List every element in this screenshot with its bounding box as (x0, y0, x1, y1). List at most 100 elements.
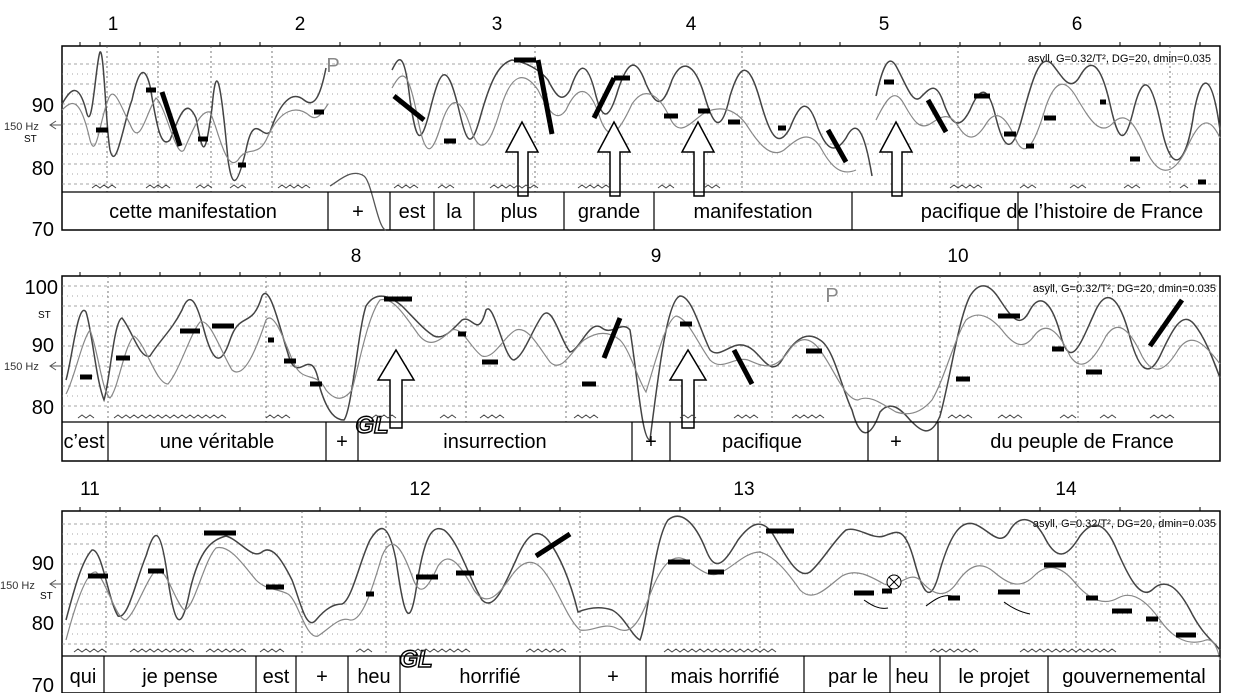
panel-1: 1 2 3 4 5 6 90 80 70 150 Hz ST asyll, G=… (4, 14, 1221, 241)
p3-st-label: ST (40, 591, 53, 602)
p1-num-5: 5 (879, 14, 890, 35)
p3-word-10: heu (895, 666, 928, 688)
p1-word-4: la (446, 201, 462, 223)
p3-num-13: 13 (733, 479, 754, 500)
p2-num-8: 8 (351, 246, 362, 267)
p3-ytick-70: 70 (32, 675, 54, 693)
p3-word-9: par le (828, 666, 878, 688)
p3-num-12: 12 (409, 479, 430, 500)
p3-word-2: je pense (141, 666, 218, 688)
p1-nuclei (91, 184, 1189, 189)
p2-ytick-90: 90 (32, 335, 54, 357)
p1-f0-curve-7 (875, 83, 1221, 171)
p1-word-7: manifestation (694, 201, 813, 223)
p1-ytick-90: 90 (32, 95, 54, 117)
p3-ytick-90: 90 (32, 553, 54, 575)
p3-f0-curve-1 (65, 515, 1221, 651)
p2-word-7: + (890, 431, 902, 453)
panel-1-ticks (79, 42, 1201, 46)
p2-num-9: 9 (651, 246, 662, 267)
p2-prominence-arrows (376, 348, 708, 429)
p2-info: asyll, G=0.32/T², DG=20, dmin=0.035 (1033, 283, 1216, 295)
p1-word-1: cette manifestation (109, 201, 277, 223)
p3-word-3: est (263, 666, 290, 688)
p3-word-7: + (607, 666, 619, 688)
p1-hz-label: 150 Hz (4, 121, 39, 133)
p1-prominence-arrows (504, 120, 914, 197)
p2-glottal-marker: GL (355, 412, 388, 439)
p1-f0-curve-1 (61, 51, 327, 182)
p2-tier-boundaries (107, 422, 939, 461)
panel-2-ticks (79, 272, 1201, 276)
p3-num-14: 14 (1055, 479, 1077, 500)
p3-extra-marks (863, 574, 1031, 615)
panel-3: 11 12 13 14 90 80 70 150 Hz ST asyll, G=… (0, 479, 1221, 693)
p2-stylized-pitch (80, 296, 1185, 387)
p2-hz-label: 150 Hz (4, 361, 39, 373)
p1-num-3: 3 (492, 14, 503, 35)
panel-3-frame (61, 510, 1221, 693)
p1-ytick-70: 70 (32, 219, 54, 241)
panel-1-vgrid (106, 46, 1171, 192)
p2-f0-curve-1 (65, 285, 1221, 441)
panel-2-frame (61, 275, 1221, 462)
p2-word-8: du peuple de France (990, 431, 1173, 453)
p2-num-10: 10 (947, 246, 968, 267)
p1-word-8: pacifique de l’histoire de France (921, 201, 1203, 223)
p3-word-1: qui (70, 666, 97, 688)
p1-ytick-80: 80 (32, 158, 54, 180)
p2-word-6: pacifique (722, 431, 802, 453)
p1-num-6: 6 (1072, 14, 1083, 35)
p1-num-4: 4 (686, 14, 697, 35)
panel-1-grid (62, 63, 1220, 185)
p2-word-4: insurrection (443, 431, 546, 453)
p1-f0-curve-6 (875, 60, 1221, 161)
p2-word-1: c’est (63, 431, 105, 453)
p1-hz-arrow (49, 120, 62, 130)
p2-word-2: une véritable (160, 431, 275, 453)
p2-ytick-100: 100 (25, 277, 58, 299)
panel-3-ticks (79, 507, 1201, 511)
p1-stylized-pitch (96, 57, 1206, 185)
panel-2: 8 9 10 100 90 80 ST 150 Hz asyll, G=0.32… (4, 246, 1221, 462)
p1-num-1: 1 (108, 14, 119, 35)
p1-f0-curve-5 (391, 75, 857, 173)
p3-hz-arrow (49, 579, 62, 589)
p3-stylized-pitch (88, 528, 1196, 638)
p2-st-label: ST (38, 310, 51, 321)
p1-st-label: ST (24, 134, 37, 145)
p3-word-8: mais horrifié (671, 666, 780, 688)
p3-f0-curve-2 (65, 543, 1221, 661)
p3-word-6: horrifié (459, 666, 520, 688)
p3-info: asyll, G=0.32/T², DG=20, dmin=0.035 (1033, 518, 1216, 530)
p1-word-3: est (399, 201, 426, 223)
p1-tier-boundaries (327, 192, 1019, 230)
p2-hz-arrow (49, 361, 62, 371)
panel-2-vgrid (107, 276, 1079, 422)
p1-f0-curve-4 (391, 59, 873, 177)
panel-3-grid (62, 523, 1220, 645)
p1-f0-curve-3 (329, 172, 387, 231)
p3-word-5: heu (357, 666, 390, 688)
p1-word-5: plus (501, 201, 538, 223)
p2-f0-curve-2 (65, 298, 1221, 415)
p1-word-6: grande (578, 201, 640, 223)
p2-nuclei (77, 414, 1175, 419)
p1-f0-curve-2 (61, 93, 329, 164)
p3-ytick-80: 80 (32, 613, 54, 635)
p3-word-12: gouvernemental (1062, 666, 1205, 688)
p3-tier-boundaries (103, 656, 1049, 693)
p2-word-3: + (336, 431, 348, 453)
p1-num-2: 2 (295, 14, 306, 35)
p3-nuclei (73, 648, 1117, 653)
p3-hz-label: 150 Hz (0, 580, 35, 592)
p2-pause-marker: P (825, 285, 838, 307)
p3-word-11: le projet (958, 666, 1030, 688)
p3-num-11: 11 (80, 479, 100, 500)
p1-word-2: + (352, 201, 364, 223)
panel-3-vgrid (105, 511, 1161, 656)
p2-ytick-80: 80 (32, 397, 54, 419)
p1-pause-marker: P (326, 55, 339, 77)
p3-word-4: + (316, 666, 328, 688)
